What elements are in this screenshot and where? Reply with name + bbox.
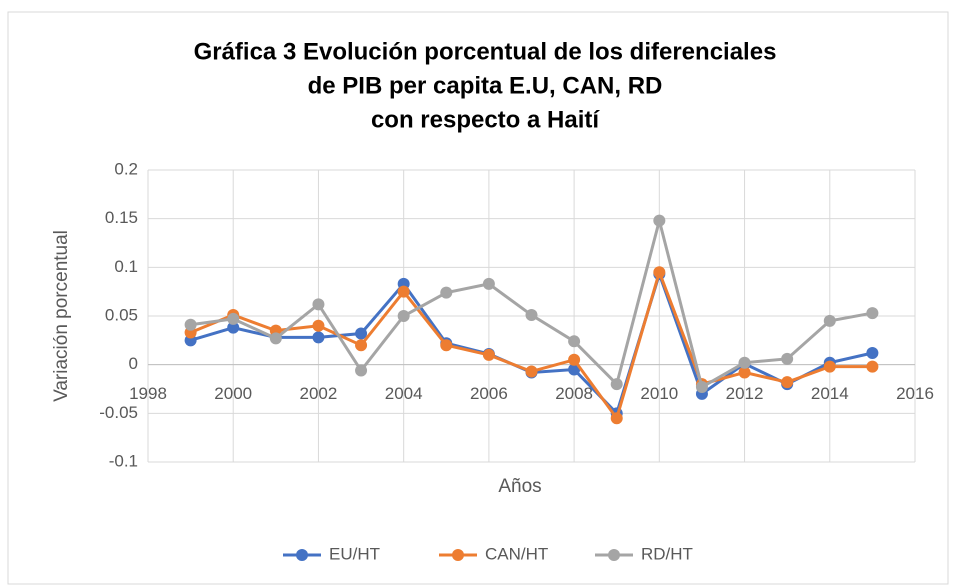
x-tick-label: 1998	[129, 384, 167, 403]
x-tick-label: 2006	[470, 384, 508, 403]
y-tick-label: 0.1	[114, 257, 138, 276]
data-point	[738, 366, 751, 379]
y-tick-label: 0.15	[105, 208, 138, 227]
data-point	[568, 335, 581, 348]
data-point	[866, 360, 879, 373]
data-point	[227, 321, 240, 334]
data-point	[695, 381, 708, 394]
data-point	[610, 378, 623, 391]
legend-label: CAN/HT	[485, 544, 548, 563]
data-point	[568, 353, 581, 366]
data-point	[440, 286, 453, 299]
y-tick-label: 0.2	[114, 159, 138, 178]
data-point	[866, 346, 879, 359]
data-point	[610, 412, 623, 425]
chart-title: Gráfica 3 Evolución porcentual de los di…	[194, 38, 777, 65]
data-point	[355, 327, 368, 340]
legend-marker	[452, 549, 464, 561]
y-tick-label: 0.05	[105, 305, 138, 324]
x-tick-label: 2012	[726, 384, 764, 403]
data-point	[482, 277, 495, 290]
x-tick-label: 2002	[300, 384, 338, 403]
data-point	[355, 364, 368, 377]
data-point	[397, 285, 410, 298]
data-point	[781, 352, 794, 365]
data-point	[823, 360, 836, 373]
data-point	[738, 356, 751, 369]
x-tick-label: 2010	[640, 384, 678, 403]
chart-title: con respecto a Haití	[371, 106, 600, 133]
data-point	[227, 312, 240, 325]
data-point	[355, 339, 368, 352]
x-tick-label: 2008	[555, 384, 593, 403]
data-point	[866, 307, 879, 320]
x-tick-label: 2016	[896, 384, 934, 403]
data-point	[525, 365, 538, 378]
y-tick-label: -0.05	[99, 403, 138, 422]
data-point	[184, 318, 197, 331]
legend-marker	[608, 549, 620, 561]
data-point	[823, 314, 836, 327]
y-tick-label: -0.1	[109, 451, 138, 470]
legend-label: RD/HT	[641, 544, 693, 563]
x-tick-label: 2000	[214, 384, 252, 403]
data-point	[653, 266, 666, 279]
data-point	[312, 319, 325, 332]
data-point	[312, 298, 325, 311]
legend-label: EU/HT	[329, 544, 380, 563]
chart-title: de PIB per capita E.U, CAN, RD	[308, 72, 663, 99]
data-point	[269, 332, 282, 345]
y-tick-label: 0	[129, 354, 138, 373]
legend-marker	[296, 549, 308, 561]
data-point	[312, 331, 325, 344]
data-point	[781, 376, 794, 389]
x-axis-label: Años	[498, 476, 541, 497]
x-tick-label: 2014	[811, 384, 849, 403]
chart-frame	[7, 11, 949, 585]
data-point	[397, 310, 410, 322]
data-point	[568, 363, 581, 376]
data-point	[525, 309, 538, 322]
data-point	[440, 339, 453, 352]
y-axis-label: Variación porcentual	[51, 230, 72, 402]
data-point	[653, 214, 666, 227]
x-tick-label: 2004	[385, 384, 423, 403]
data-point	[482, 348, 495, 361]
